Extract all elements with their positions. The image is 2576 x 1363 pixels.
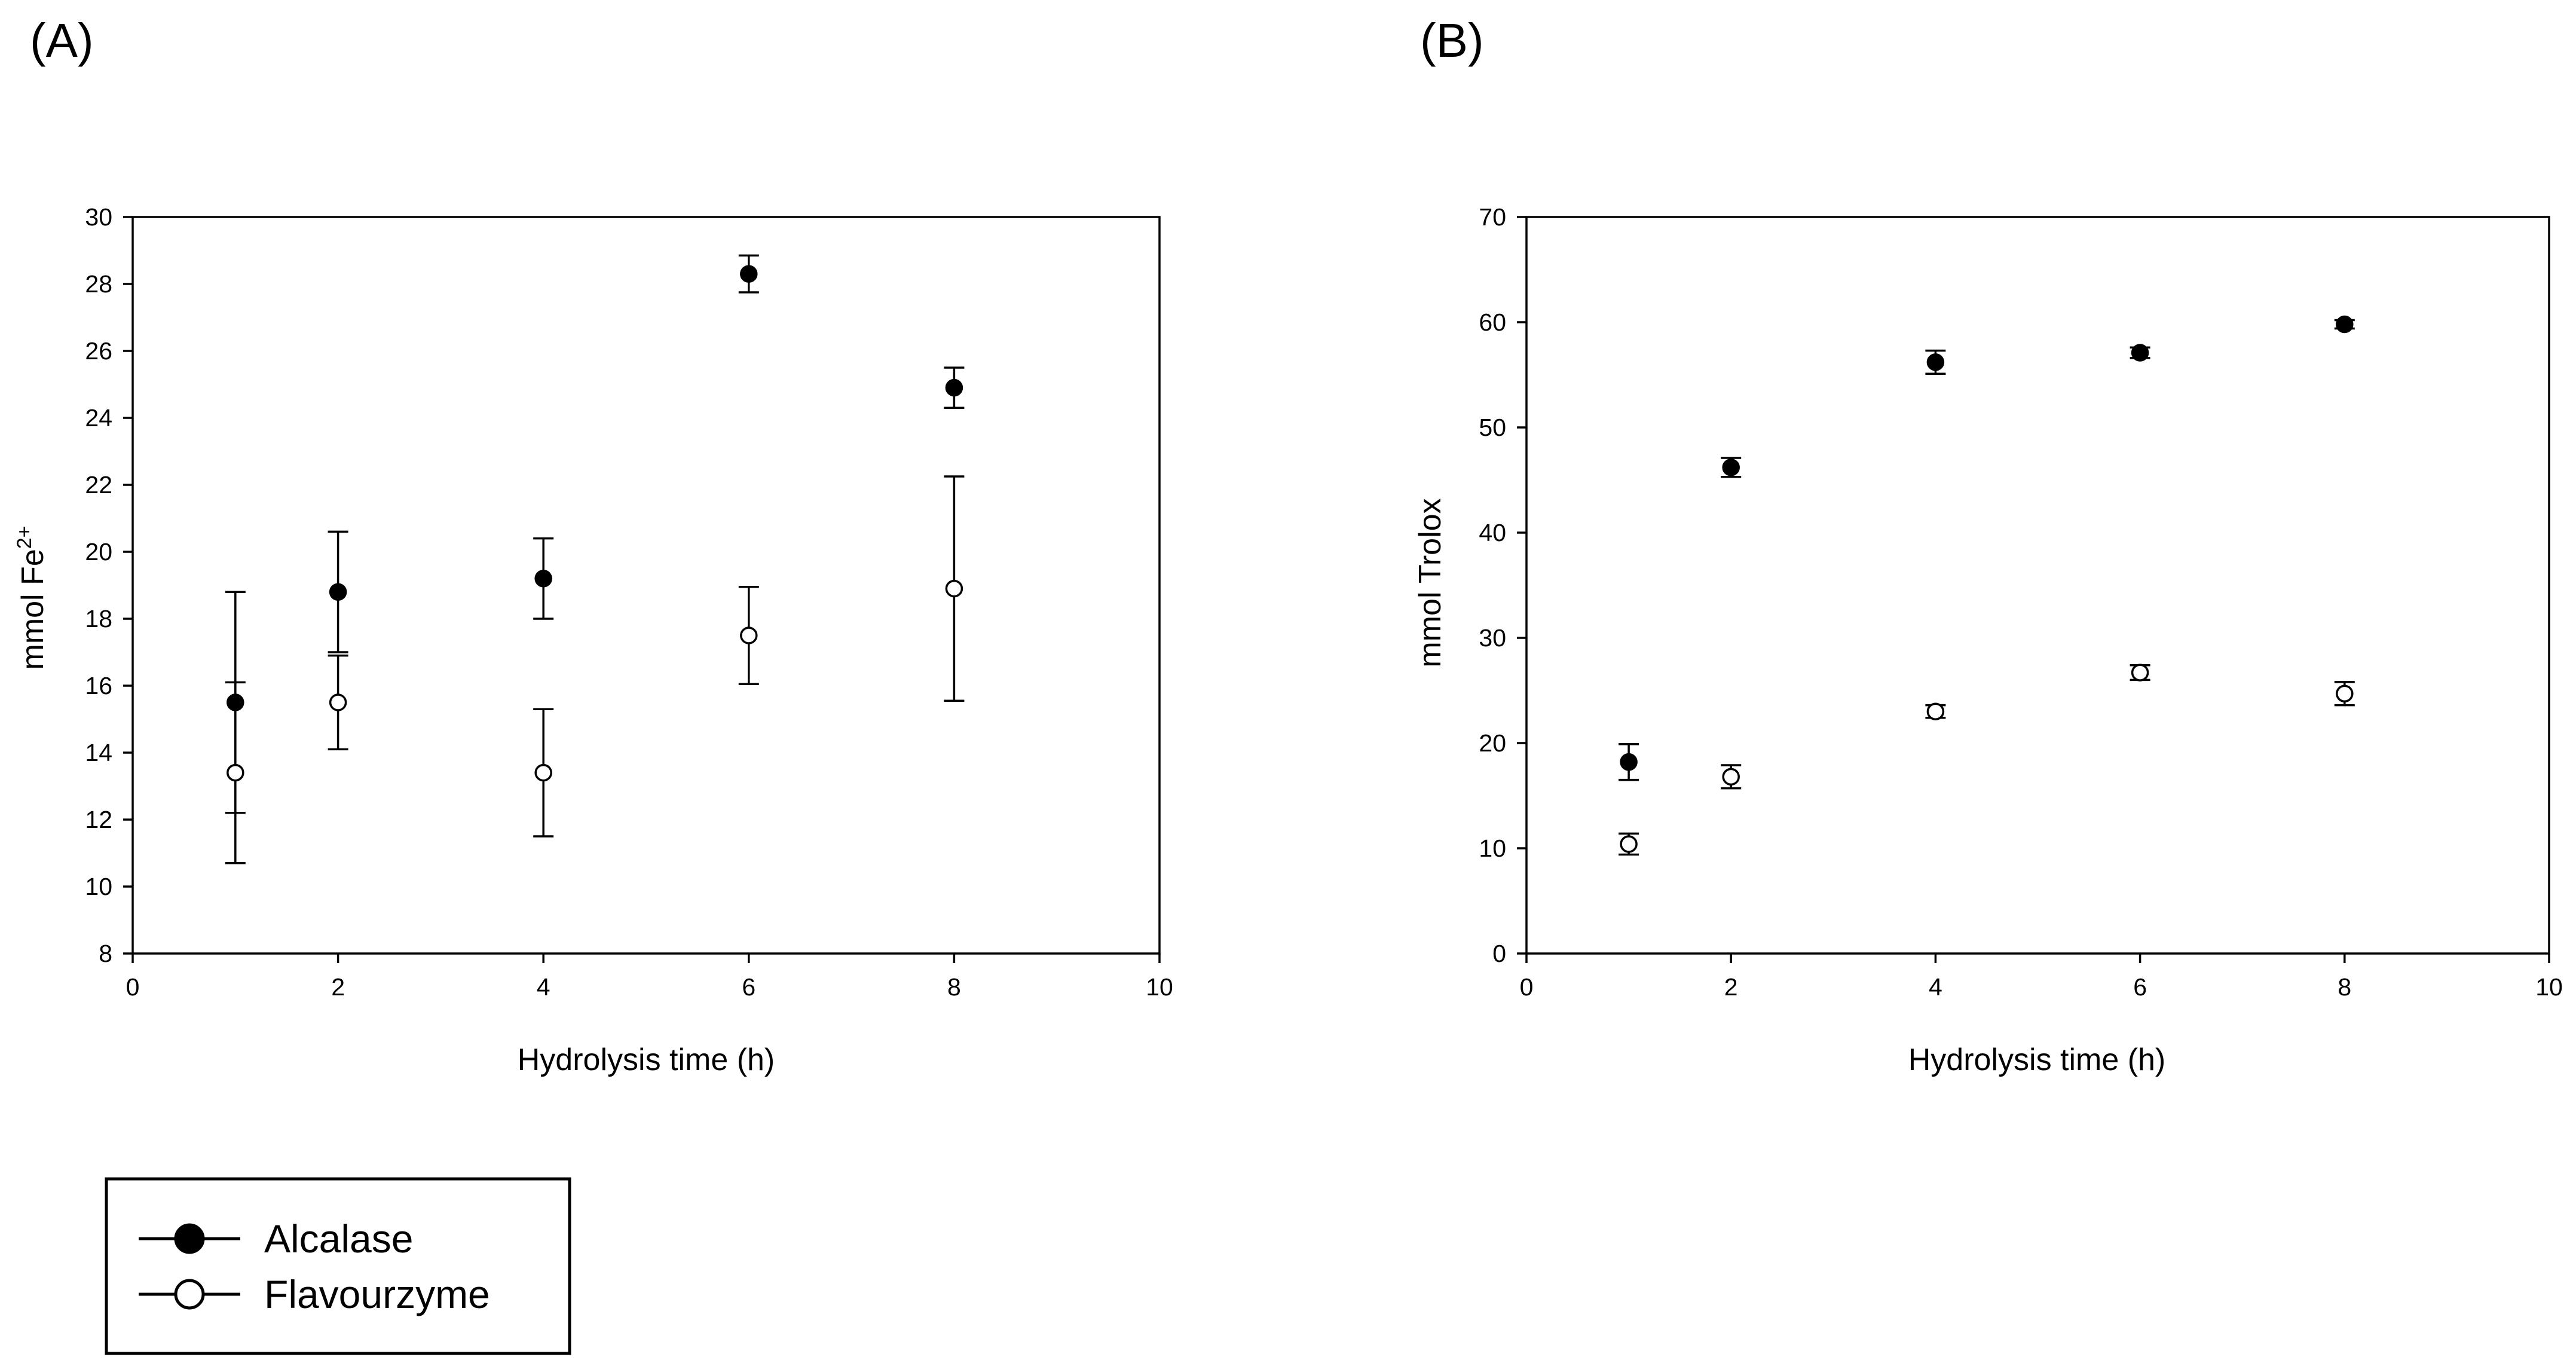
panel-a-y-tick-label: 20	[85, 538, 112, 566]
panel-a-y-tick-label: 10	[85, 873, 112, 900]
panel-a-plot-frame	[131, 216, 1161, 955]
panel-a-y-tick-label: 30	[85, 203, 112, 231]
panel-a-x-tick-label: 8	[947, 973, 961, 1001]
panel-b-y-axis-title: mmol Trolox	[1413, 498, 1448, 667]
panel-a-y-axis-title-sup: 2+	[13, 525, 36, 549]
panel-b-point-flavourzyme	[1926, 702, 1945, 720]
panel-a-y-tick-label: 8	[99, 940, 112, 967]
panel-a-x-axis-title: Hydrolysis time (h)	[518, 1043, 775, 1077]
panel-b-label: (B)	[1420, 14, 1484, 67]
panel-b-point-flavourzyme	[2336, 684, 2354, 703]
panel-a-point-flavourzyme	[945, 579, 963, 598]
panel-a-point-flavourzyme	[740, 627, 758, 644]
panel-b-y-tick-label: 50	[1479, 414, 1506, 441]
panel-b-y-tick-label: 70	[1479, 203, 1506, 231]
panel-a-y-tick-label: 22	[85, 471, 112, 499]
panel-b-x-tick-label: 2	[1724, 973, 1738, 1001]
panel-a-x-tick-label: 6	[742, 973, 755, 1001]
panel-b-y-tick-label: 60	[1479, 308, 1506, 336]
legend-marker-flavourzyme	[174, 1279, 205, 1310]
panel-a-y-axis-title: mmol Fe2+	[13, 525, 50, 670]
panel-b-y-tick-label: 30	[1479, 624, 1506, 652]
panel-a-y-tick-label: 24	[85, 404, 112, 432]
legend-box	[105, 1177, 571, 1355]
panel-b-y-tick-label: 0	[1492, 940, 1506, 967]
panel-a-y-axis-title-main: mmol Fe	[16, 549, 50, 670]
panel-b-y-tick-label: 10	[1479, 835, 1506, 862]
panel-a-x-tick-label: 4	[537, 973, 550, 1001]
panel-a-point-flavourzyme	[534, 763, 552, 782]
panel-b-point-alcalase	[2131, 344, 2149, 362]
panel-a-point-alcalase	[945, 378, 963, 397]
panel-b-x-tick-label: 10	[2535, 973, 2563, 1001]
panel-b-point-flavourzyme	[2131, 664, 2149, 682]
panel-b-chart: (B) 0 2 4 6 8 10 0 10 20 30 40 50 60 70 Hydrolysis ti…	[1413, 14, 2563, 1077]
panel-b-point-alcalase	[1926, 353, 1945, 371]
panel-b-x-axis-title: Hydrolysis time (h)	[1908, 1043, 2166, 1077]
panel-a-x-tick-label: 2	[331, 973, 345, 1001]
panel-a-point-flavourzyme	[329, 693, 347, 711]
panel-a-y-tick-label: 16	[85, 672, 112, 699]
panel-a-y-tick-label: 26	[85, 337, 112, 365]
panel-b-marks: 0 2 4 6 8 10 0 10 20 30 40 50 60 70	[1479, 203, 2562, 1001]
panel-b-plot-frame	[1525, 216, 2550, 955]
panel-b-y-tick-label: 20	[1479, 729, 1506, 757]
panel-a-label: (A)	[30, 14, 94, 67]
panel-a-y-tick-label: 18	[85, 605, 112, 632]
panel-a-point-alcalase	[329, 583, 347, 601]
panel-b-x-tick-label: 6	[2133, 973, 2147, 1001]
legend: Alcalase Flavourzyme	[105, 1177, 571, 1355]
panel-a-x-tick-label: 10	[1146, 973, 1173, 1001]
panel-b-x-tick-label: 0	[1520, 973, 1534, 1001]
legend-marker-alcalase	[174, 1223, 205, 1254]
panel-a-y-tick-label: 28	[85, 270, 112, 298]
panel-a-point-alcalase	[740, 265, 758, 283]
panel-b-x-tick-label: 8	[2338, 973, 2351, 1001]
panel-b-point-alcalase	[1722, 459, 1740, 476]
panel-a-y-tick-label: 12	[85, 806, 112, 833]
panel-b-point-flavourzyme	[1620, 835, 1638, 853]
panel-a-y-tick-label: 14	[85, 739, 112, 766]
legend-label-flavourzyme: Flavourzyme	[264, 1272, 490, 1316]
legend-label-alcalase: Alcalase	[264, 1217, 413, 1261]
panel-b-y-tick-label: 40	[1479, 519, 1506, 546]
panel-b-point-alcalase	[1620, 753, 1638, 771]
panel-b-point-alcalase	[2336, 315, 2354, 334]
panel-b-x-tick-label: 4	[1929, 973, 1942, 1001]
panel-a-x-tick-label: 0	[126, 973, 140, 1001]
panel-a-point-alcalase	[534, 570, 552, 588]
panel-b-point-flavourzyme	[1722, 768, 1740, 786]
panel-a-point-flavourzyme	[227, 763, 244, 782]
